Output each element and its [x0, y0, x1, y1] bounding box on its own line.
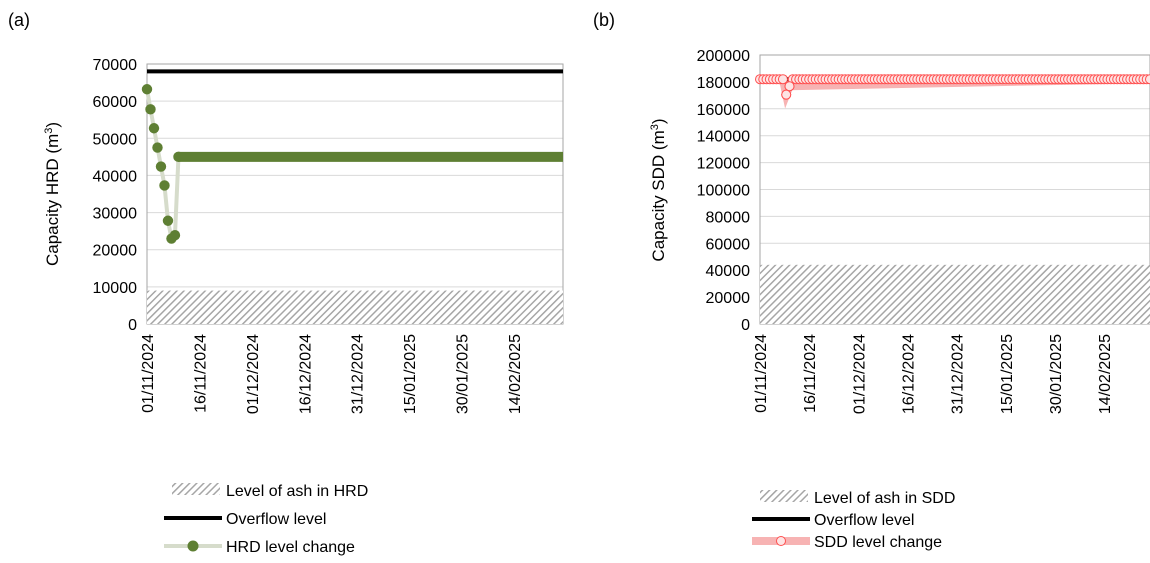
y-tick-label: 20000: [706, 290, 751, 307]
y-tick-label: 20000: [93, 243, 138, 260]
ash-level-area: [147, 291, 563, 324]
x-tick-label: 16/12/2024: [900, 334, 917, 414]
level-change-point: [1146, 75, 1150, 84]
level-change-point: [149, 123, 159, 133]
level-change-point: [156, 161, 166, 171]
x-tick-label: 15/01/2025: [999, 334, 1016, 414]
y-tick-label: 50000: [93, 131, 138, 148]
y-tick-label: 160000: [697, 102, 750, 119]
x-tick-label: 14/02/2025: [1097, 334, 1114, 414]
x-tick-label: 30/01/2025: [455, 334, 472, 414]
y-axis-label: Capacity SDD (m3): [649, 118, 668, 261]
x-tick-label: 16/11/2024: [192, 334, 209, 413]
x-tick-label: 31/12/2024: [350, 334, 367, 414]
y-axis-label-text: Capacity SDD (m: [649, 130, 668, 261]
legend-label: Level of ash in SDD: [814, 490, 955, 507]
legend-marker: [188, 541, 199, 552]
y-tick-label: 0: [741, 317, 750, 334]
level-change-point: [159, 180, 169, 190]
y-tick-label: 60000: [706, 236, 751, 253]
level-change-point: [170, 230, 180, 240]
y-tick-label: 140000: [697, 129, 750, 146]
y-tick-label: 100000: [697, 183, 750, 200]
legend-label: HRD level change: [226, 539, 355, 556]
y-tick-label: 10000: [93, 280, 138, 297]
x-tick-label: 01/11/2024: [140, 334, 157, 413]
y-axis-label-close: ): [649, 118, 668, 124]
panel-label: (a): [8, 10, 30, 30]
level-change-point: [785, 82, 794, 91]
x-tick-label: 14/02/2025: [507, 334, 524, 414]
y-axis-label: Capacity HRD (m3): [43, 122, 62, 266]
x-tick-label: 30/01/2025: [1048, 334, 1065, 414]
legend-label: Overflow level: [814, 512, 914, 529]
y-axis-label-text: Capacity HRD (m: [43, 134, 62, 266]
chart-panel-a: (a) 0 10000 20000 30000 40000 50000 60000 70000 0…: [8, 10, 563, 556]
x-tick-label: 01/11/2024: [753, 334, 770, 413]
x-tick-label: 01/12/2024: [245, 334, 262, 414]
legend-marker: [777, 537, 786, 546]
y-tick-label: 70000: [93, 57, 138, 74]
y-tick-label: 30000: [93, 206, 138, 223]
level-change-point: [142, 84, 152, 94]
y-tick-label: 60000: [93, 94, 138, 111]
y-axis-label-close: ): [43, 122, 62, 128]
y-tick-label: 180000: [697, 75, 750, 92]
x-tick-label: 01/12/2024: [851, 334, 868, 414]
x-tick-label: 15/01/2025: [402, 334, 419, 414]
y-tick-label: 200000: [697, 48, 750, 65]
y-tick-label: 0: [128, 317, 137, 334]
chart-panel-b: (b) 0 20000 40000 60000 80000 100000 120000 1400…: [593, 10, 1150, 551]
level-change-point: [778, 75, 787, 84]
panel-label: (b): [593, 10, 615, 30]
ash-level-area: [760, 265, 1150, 324]
y-tick-label: 120000: [697, 156, 750, 173]
y-tick-label: 40000: [93, 168, 138, 185]
y-tick-label: 40000: [706, 263, 751, 280]
level-change-point: [152, 142, 162, 152]
legend-swatch-ash: [760, 490, 808, 502]
legend: Level of ash in SDD Overflow level SDD lev…: [752, 490, 955, 551]
x-tick-label: 16/12/2024: [297, 334, 314, 414]
legend-swatch-ash: [172, 483, 220, 495]
plot-area: [147, 64, 563, 324]
legend: Level of ash in HRD Overflow level HRD lev…: [164, 483, 368, 556]
level-change-point: [163, 216, 173, 226]
x-tick-label: 31/12/2024: [950, 334, 967, 414]
x-tick-label: 16/11/2024: [802, 334, 819, 413]
legend-label: SDD level change: [814, 534, 942, 551]
legend-label: Overflow level: [226, 511, 326, 528]
level-change-point: [782, 90, 791, 99]
level-change-point: [145, 104, 155, 114]
level-change-line: [147, 89, 563, 238]
y-tick-label: 80000: [706, 209, 751, 226]
legend-label: Level of ash in HRD: [226, 483, 368, 500]
